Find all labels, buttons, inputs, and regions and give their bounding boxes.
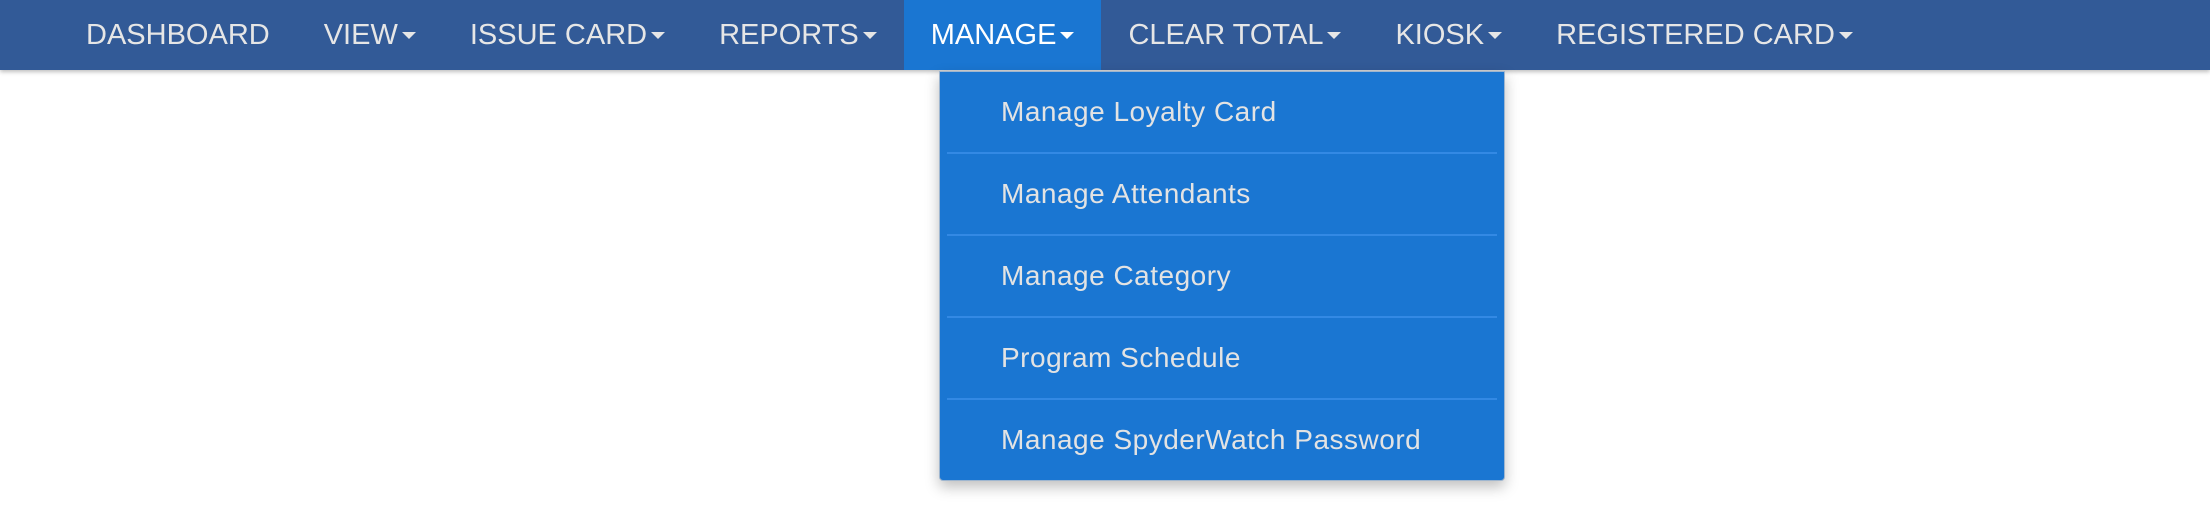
nav-label: REGISTERED CARD [1556, 18, 1835, 51]
nav-dashboard[interactable]: DASHBOARD [59, 0, 297, 70]
caret-down-icon [862, 31, 877, 39]
nav-list: DASHBOARD VIEW ISSUE CARD REPORTS MANAGE… [0, 0, 2210, 70]
caret-down-icon [401, 31, 416, 39]
nav-label: VIEW [323, 18, 398, 51]
nav-kiosk[interactable]: KIOSK [1368, 0, 1529, 70]
menu-item-manage-loyalty-card[interactable]: Manage Loyalty Card [947, 72, 1497, 154]
menu-item-manage-category[interactable]: Manage Category [947, 236, 1497, 318]
menu-item-manage-spyderwatch-password[interactable]: Manage SpyderWatch Password [1001, 424, 1422, 455]
caret-down-icon [1838, 31, 1853, 39]
top-navbar: DASHBOARD VIEW ISSUE CARD REPORTS MANAGE… [0, 0, 2210, 70]
nav-label: ISSUE CARD [469, 18, 648, 51]
manage-dropdown-menu: Manage Loyalty Card Manage Attendants Ma… [939, 71, 1505, 481]
nav-manage[interactable]: MANAGE [903, 0, 1102, 70]
nav-view[interactable]: VIEW [297, 0, 443, 70]
nav-label: CLEAR TOTAL [1128, 18, 1324, 51]
nav-reports[interactable]: REPORTS [692, 0, 904, 70]
nav-label: REPORTS [719, 18, 859, 51]
nav-issue-card[interactable]: ISSUE CARD [443, 0, 692, 70]
nav-label: DASHBOARD [86, 18, 270, 51]
nav-registered-card[interactable]: REGISTERED CARD [1529, 0, 1880, 70]
caret-down-icon [1488, 31, 1503, 39]
nav-label: MANAGE [930, 18, 1057, 51]
menu-item-program-schedule[interactable]: Program Schedule [947, 318, 1497, 400]
caret-down-icon [1060, 31, 1075, 39]
caret-down-icon [651, 31, 666, 39]
nav-label: KIOSK [1395, 18, 1485, 51]
nav-clear-total[interactable]: CLEAR TOTAL [1101, 0, 1368, 70]
menu-item-manage-attendants[interactable]: Manage Attendants [947, 154, 1497, 236]
caret-down-icon [1327, 31, 1342, 39]
